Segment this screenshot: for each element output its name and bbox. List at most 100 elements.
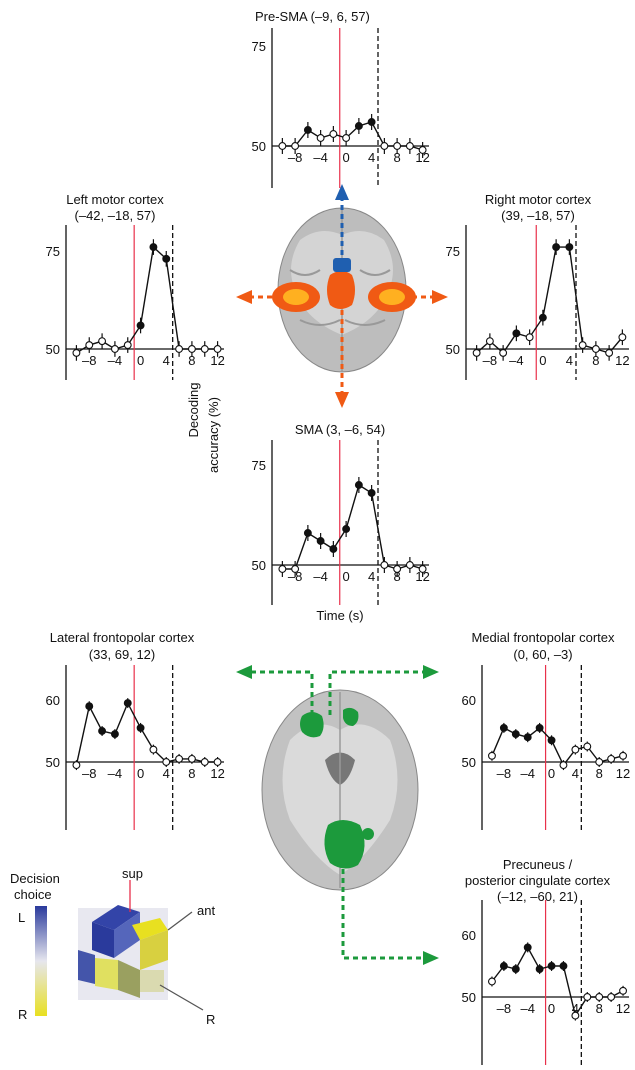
data-point: [200, 758, 209, 766]
data-point: [583, 742, 592, 751]
x-tick-label: 4: [163, 766, 170, 781]
data-point: [291, 142, 300, 150]
data-point: [578, 341, 587, 350]
panel-title-lateral-frontopolar: Lateral frontopolar cortex: [49, 630, 195, 645]
x-tick-label: 0: [343, 569, 350, 584]
data-point: [85, 341, 94, 350]
data-point: [72, 348, 81, 357]
panel-title-sma: SMA (3, –6, 54): [294, 422, 386, 437]
x-tick-label: 8: [394, 150, 401, 165]
x-tick-label: 4: [163, 353, 170, 368]
data-point: [512, 329, 521, 338]
chart-right-motor: 75 50 –8 –4 0 4 8 12: [446, 225, 630, 380]
x-tick-label: –4: [108, 766, 122, 781]
x-tick-label: 8: [596, 766, 603, 781]
time-xlabel: Time (s): [316, 608, 364, 623]
series-line: [491, 945, 624, 1018]
data-point: [98, 337, 107, 346]
data-point: [559, 962, 568, 970]
x-tick-label: 8: [592, 353, 599, 368]
x-tick-label: 8: [188, 766, 195, 781]
x-tick-label: 12: [210, 766, 224, 781]
data-point: [123, 341, 132, 350]
axis-label-ant: ant: [197, 903, 215, 918]
chart-precuneus: 60 50 –8 –4 0 4 8 12: [462, 900, 630, 1065]
data-point: [278, 565, 287, 573]
axis-label-R: R: [206, 1012, 215, 1027]
y-tick-label: 60: [46, 693, 60, 708]
x-tick-label: –4: [108, 353, 122, 368]
data-point: [303, 529, 312, 537]
data-point: [547, 962, 556, 970]
x-tick-label: 0: [137, 353, 144, 368]
x-tick-label: 8: [596, 1001, 603, 1016]
data-point: [136, 321, 145, 330]
x-tick-label: –4: [509, 353, 523, 368]
y-tick-label: 75: [46, 244, 60, 259]
x-tick-label: 4: [368, 569, 375, 584]
data-point: [547, 736, 556, 745]
axis-label-sup: sup: [122, 866, 143, 881]
data-point: [607, 754, 616, 763]
y-tick-label: 50: [446, 342, 460, 357]
series-line: [75, 701, 218, 766]
data-point: [523, 733, 532, 742]
data-point: [98, 727, 107, 735]
data-point: [499, 962, 508, 970]
data-point: [175, 345, 184, 353]
data-point: [405, 561, 414, 569]
data-point: [175, 754, 184, 763]
data-point: [316, 134, 325, 142]
x-tick-label: –4: [520, 1001, 534, 1016]
data-point: [619, 751, 627, 760]
data-point: [278, 142, 287, 150]
panel-title-left-motor: Left motor cortex: [66, 192, 164, 207]
data-point: [213, 345, 222, 353]
chart-medial-frontopolar: 60 50 –8 –4 0 4 8 12: [462, 665, 630, 830]
decoding-ylabel-line2: accuracy (%): [206, 397, 221, 473]
x-tick-label: –8: [288, 150, 302, 165]
data-point: [499, 348, 508, 357]
x-tick-label: 0: [539, 353, 546, 368]
panel-subtitle-left-motor: (–42, –18, 57): [74, 208, 156, 223]
data-point: [571, 1011, 580, 1020]
data-point: [149, 745, 158, 754]
data-point: [535, 723, 544, 732]
data-point: [123, 699, 132, 708]
data-point: [552, 243, 561, 252]
data-point: [149, 243, 158, 252]
series-line: [282, 483, 423, 570]
data-point: [393, 142, 402, 150]
x-tick-label: 0: [548, 1001, 555, 1016]
data-point: [405, 142, 414, 150]
data-point: [136, 723, 145, 732]
chart-lateral-frontopolar: 60 50 –8 –4 0 4 8 12: [46, 665, 225, 830]
y-tick-label: 75: [252, 39, 266, 54]
x-tick-label: –8: [497, 1001, 511, 1016]
medial-frontopolar-blob: [343, 707, 359, 726]
data-point: [354, 122, 363, 130]
y-tick-label: 75: [446, 244, 460, 259]
data-point: [110, 730, 119, 739]
data-point: [187, 754, 196, 763]
data-point: [354, 481, 363, 489]
data-point: [72, 761, 81, 770]
series-line: [76, 245, 218, 354]
data-point: [511, 730, 520, 739]
x-tick-label: 4: [368, 150, 375, 165]
data-point: [380, 142, 389, 150]
data-point: [393, 565, 402, 573]
legend-title-line2: choice: [14, 887, 52, 902]
data-point: [607, 993, 616, 1001]
legend-label-R: R: [18, 1007, 27, 1022]
data-point: [367, 489, 376, 497]
x-tick-label: –8: [483, 353, 497, 368]
data-point: [583, 993, 592, 1001]
data-point: [342, 134, 351, 142]
data-point: [85, 702, 94, 711]
panel-subtitle2-precuneus: (–12, –60, 21): [497, 889, 578, 904]
data-point: [619, 986, 627, 995]
data-point: [200, 345, 209, 353]
